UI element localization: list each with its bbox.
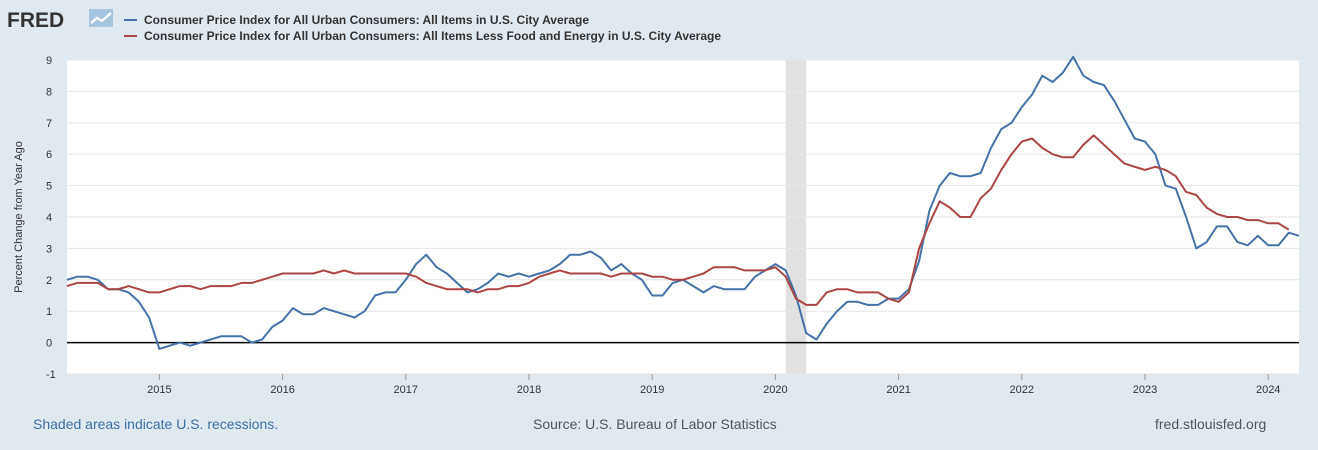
series-line-core <box>66 134 1290 306</box>
chart-canvas: FRED Consumer Price Index for All Urban … <box>7 9 1300 396</box>
x-tick-label: 2022 <box>1010 384 1034 396</box>
legend-item-cpi: Consumer Price Index for All Urban Consu… <box>124 13 589 27</box>
legend-label-core: Consumer Price Index for All Urban Consu… <box>144 29 721 43</box>
y-tick-label: 7 <box>46 118 52 130</box>
x-tick-label: 2015 <box>147 384 171 396</box>
y-tick-label: 4 <box>46 212 52 224</box>
x-tick-label: 2017 <box>394 384 418 396</box>
x-tick-label: 2024 <box>1256 384 1280 396</box>
y-tick-label: 3 <box>46 243 52 255</box>
y-axis-ticks: -1 0 1 2 3 4 5 6 7 8 9 <box>46 55 56 381</box>
y-axis-label: Percent Change from Year Ago <box>13 141 25 293</box>
x-tick-label: 2020 <box>763 384 787 396</box>
fred-logo-chart-icon <box>89 9 113 27</box>
x-tick-label: 2018 <box>517 384 541 396</box>
x-tick-label: 2021 <box>886 384 910 396</box>
y-tick-label: 8 <box>46 86 52 98</box>
fred-logo-text: FRED <box>7 9 64 32</box>
x-tick-label: 2023 <box>1133 384 1157 396</box>
source-text: Source: U.S. Bureau of Labor Statistics <box>533 416 777 432</box>
x-tick-label: 2016 <box>270 384 294 396</box>
legend-item-core: Consumer Price Index for All Urban Consu… <box>124 29 721 43</box>
site-link[interactable]: fred.stlouisfed.org <box>1155 416 1267 432</box>
y-tick-label: 2 <box>46 275 52 287</box>
legend-label-cpi: Consumer Price Index for All Urban Consu… <box>144 13 589 27</box>
y-tick-label: 6 <box>46 149 52 161</box>
y-tick-label: 0 <box>46 338 52 350</box>
series-lines <box>66 55 1300 350</box>
x-tick-label: 2019 <box>640 384 664 396</box>
x-axis-ticks: 2015 2016 2017 2018 2019 2020 2021 2022 2023 2024 <box>147 374 1280 396</box>
y-tick-label: 9 <box>46 55 52 67</box>
recession-note-link[interactable]: Shaded areas indicate U.S. recessions. <box>33 416 279 432</box>
y-tick-label: -1 <box>46 369 56 381</box>
fred-logo[interactable]: FRED <box>7 9 113 32</box>
legend: Consumer Price Index for All Urban Consu… <box>124 13 721 43</box>
y-tick-label: 1 <box>46 306 52 318</box>
y-tick-label: 5 <box>46 181 52 193</box>
